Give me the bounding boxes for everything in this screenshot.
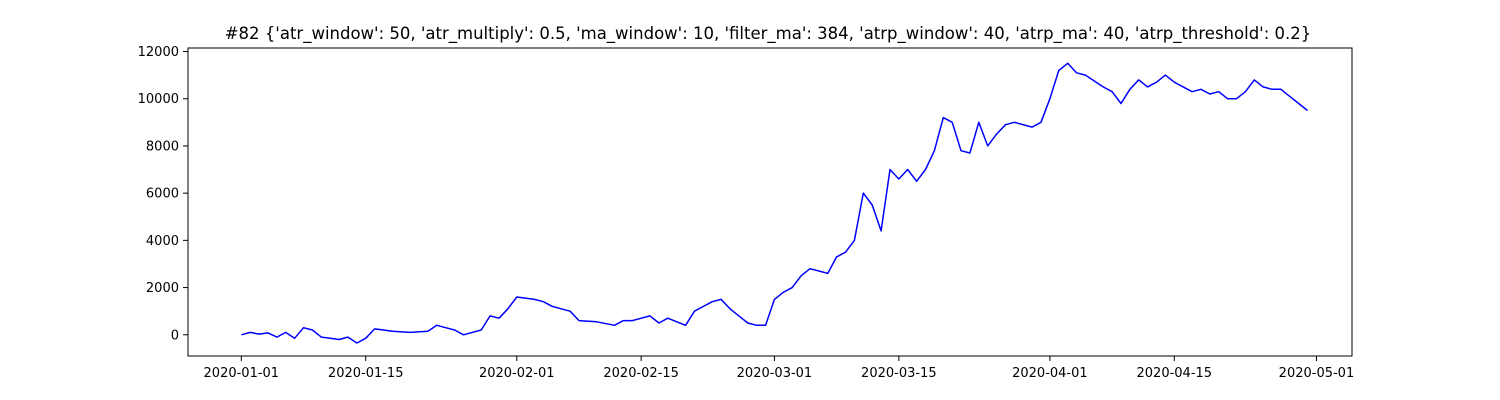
series-group <box>241 62 1309 344</box>
x-tick-label: 2020-01-01 <box>204 366 280 381</box>
y-axis: 0 2000 4000 6000 8000 10000 12000 <box>138 45 188 343</box>
x-tick-label: 2020-02-01 <box>479 366 555 381</box>
y-tick-label: 10000 <box>138 92 179 107</box>
series-line <box>241 62 1309 344</box>
y-tick-label: 6000 <box>146 187 179 202</box>
y-tick-label: 12000 <box>138 45 179 60</box>
chart-title: #82 {'atr_window': 50, 'atr_multiply': 0… <box>225 24 1312 44</box>
y-tick-label: 4000 <box>146 234 179 249</box>
y-tick-label: 8000 <box>146 139 179 154</box>
x-tick-label: 2020-04-15 <box>1137 366 1213 381</box>
x-tick-label: 2020-04-01 <box>1012 366 1088 381</box>
y-tick-label: 2000 <box>146 281 179 296</box>
x-tick-label: 2020-03-01 <box>737 366 813 381</box>
x-tick-label: 2020-03-15 <box>861 366 937 381</box>
x-tick-label: 2020-05-01 <box>1279 366 1355 381</box>
x-axis: 2020-01-01 2020-01-15 2020-02-01 2020-02-15… <box>204 356 1355 381</box>
y-tick-label: 0 <box>171 328 179 343</box>
x-tick-label: 2020-01-15 <box>328 366 404 381</box>
x-tick-label: 2020-02-15 <box>603 366 679 381</box>
plot-frame <box>187 47 1353 357</box>
